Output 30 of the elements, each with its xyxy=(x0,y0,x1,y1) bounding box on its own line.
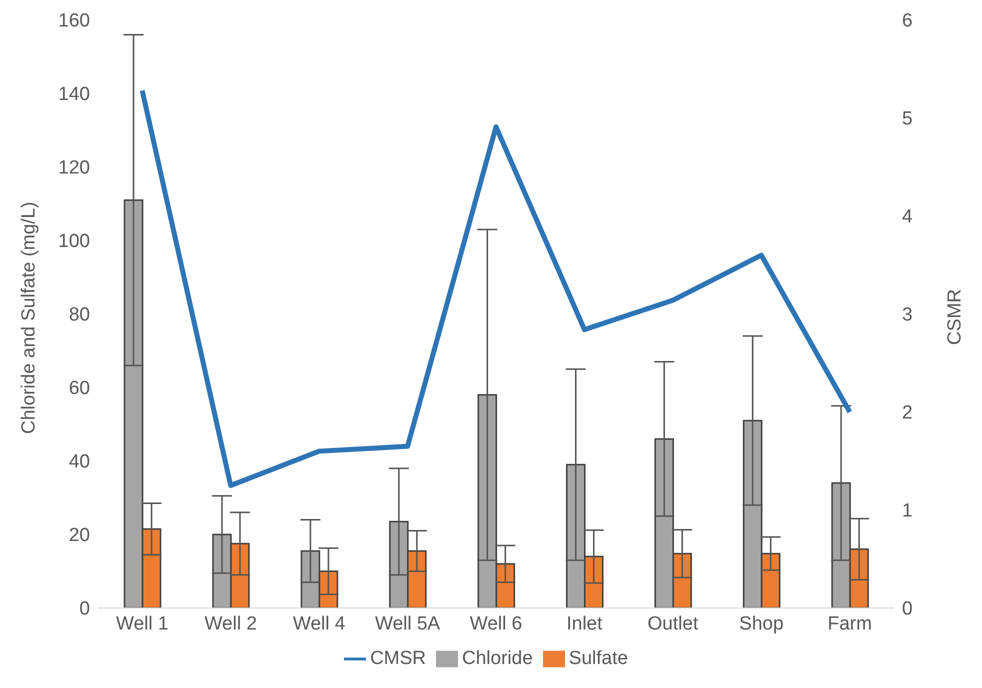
y2-tick-label: 5 xyxy=(902,108,913,130)
y2-tick-label: 2 xyxy=(902,402,913,424)
y-tick-label: 160 xyxy=(58,10,90,32)
x-tick-label: Farm xyxy=(828,613,872,634)
y-tick-label: 40 xyxy=(68,452,90,473)
legend-label: Sulfate xyxy=(568,648,628,669)
y-tick-label: 100 xyxy=(58,231,90,252)
x-tick-label: Well 1 xyxy=(116,613,168,634)
y-tick-label: 140 xyxy=(58,84,90,106)
x-tick-label: Outlet xyxy=(648,613,699,634)
y-tick-label: 80 xyxy=(68,304,90,326)
y2-tick-label: 6 xyxy=(902,10,913,32)
legend-label: Chloride xyxy=(462,648,533,669)
y-tick-label: 20 xyxy=(68,525,90,546)
y2-tick-label: 3 xyxy=(902,304,913,326)
x-tick-label: Well 2 xyxy=(204,613,257,634)
legend-label: CMSR xyxy=(370,648,426,669)
y-tick-label: 60 xyxy=(68,378,90,400)
x-tick-label: Inlet xyxy=(566,613,604,634)
y-axis-title: Chloride and Sulfate (mg/L) xyxy=(18,202,40,434)
y-tick-label: 120 xyxy=(58,158,90,179)
y2-tick-label: 0 xyxy=(902,598,913,620)
x-tick-label: Well 5A xyxy=(374,613,440,634)
x-tick-label: Well 6 xyxy=(470,613,522,634)
y-tick-label: 0 xyxy=(79,598,90,620)
y2-tick-label: 4 xyxy=(902,206,913,228)
x-tick-label: Shop xyxy=(739,613,784,634)
x-tick-label: Well 4 xyxy=(292,613,346,634)
y2-tick-label: 1 xyxy=(902,500,913,522)
y2-axis-title: CSMR xyxy=(944,288,966,345)
